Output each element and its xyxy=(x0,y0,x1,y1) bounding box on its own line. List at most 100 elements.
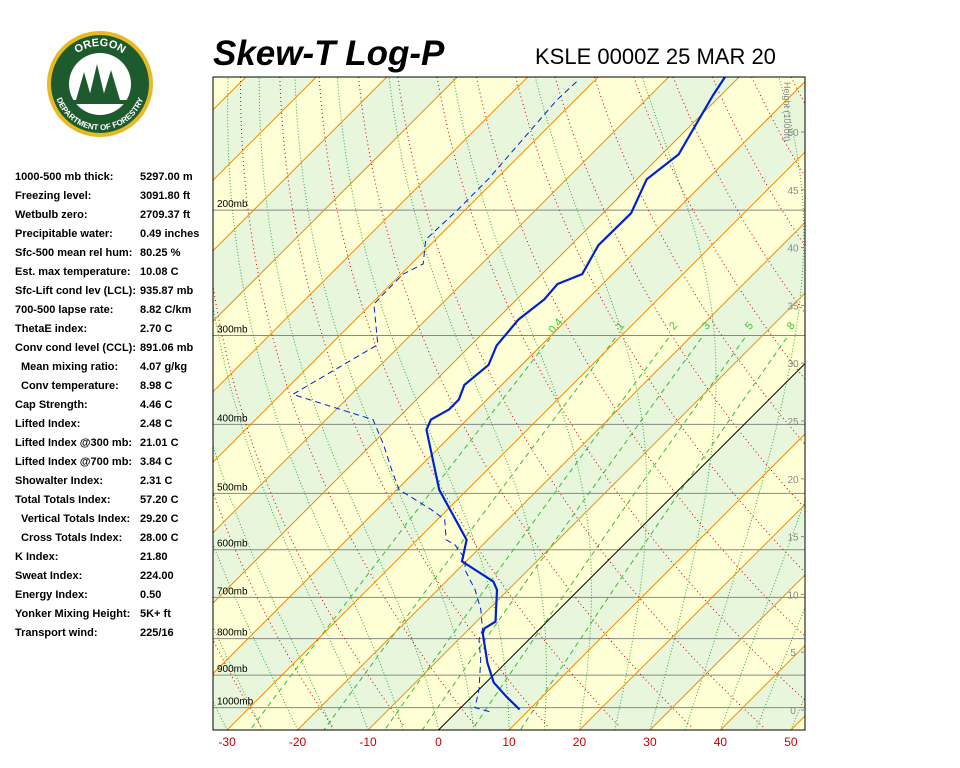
moist-adiabat xyxy=(388,77,547,730)
height-tick-label: 10 xyxy=(787,590,799,601)
dewpoint-line xyxy=(291,81,577,713)
stat-value: 225/16 xyxy=(140,627,174,639)
axes: 1000mb 900mb 800mb 700mb 600mb 500mb 400mb 300m… xyxy=(217,82,805,749)
stat-label: Lifted Index: xyxy=(15,418,80,430)
dry-adiabat xyxy=(279,77,549,728)
isotherm xyxy=(367,292,805,730)
mixing-ratio-line xyxy=(249,337,551,730)
mixing-ratio-line xyxy=(519,337,788,730)
stat-label: Yonker Mixing Height: xyxy=(15,608,130,620)
temperature-line xyxy=(425,77,726,711)
stat-label: Est. max temperature: xyxy=(15,266,131,278)
height-tick-label: 40 xyxy=(787,244,799,255)
x-tick-label: 30 xyxy=(643,735,657,749)
stat-label: Transport wind: xyxy=(15,627,98,639)
dry-adiabat xyxy=(397,77,764,728)
plot-frame xyxy=(212,76,806,731)
stat-value: 21.01 C xyxy=(140,437,179,449)
stat-label: Lifted Index @300 mb: xyxy=(15,437,132,449)
x-tick-label: 10 xyxy=(502,735,516,749)
x-tick-label: 50 xyxy=(784,735,798,749)
x-tick-label: 0 xyxy=(435,735,442,749)
subtitle: KSLE 0000Z 25 MAR 20 xyxy=(535,44,776,69)
moist-adiabat xyxy=(258,77,439,730)
pressure-label: 500mb xyxy=(217,482,248,493)
height-axis-label: Height (1000ft) xyxy=(782,82,792,142)
stat-value: 5297.00 m xyxy=(140,171,193,183)
stat-label: Vertical Totals Index: xyxy=(21,513,130,525)
dry-adiabat xyxy=(593,77,805,445)
height-tick-label: 5 xyxy=(790,648,796,659)
pressure-label: 600mb xyxy=(217,539,248,550)
pressure-label: 200mb xyxy=(217,199,248,210)
stat-value: 5K+ ft xyxy=(140,608,171,620)
moist-adiabat xyxy=(213,625,263,730)
logo-top: OREGON xyxy=(72,37,127,56)
isotherm xyxy=(508,433,805,730)
pressure-label: 1000mb xyxy=(217,697,254,708)
stat-label: Wetbulb zero: xyxy=(15,209,88,221)
stat-value: 29.20 C xyxy=(140,513,179,525)
stat-label: Conv cond level (CCL): xyxy=(15,342,136,354)
stat-value: 4.07 g/kg xyxy=(140,361,187,373)
stat-label: Precipitable water: xyxy=(15,228,113,240)
stat-value: 0.50 xyxy=(140,589,161,601)
isotherm xyxy=(649,574,805,730)
x-tick-label: -20 xyxy=(289,735,307,749)
pressure-label: 900mb xyxy=(217,664,248,675)
dry-adiabat xyxy=(476,77,805,637)
logo-ground xyxy=(72,100,128,104)
isotherm-band xyxy=(213,81,805,730)
dry-adiabat xyxy=(318,77,621,728)
stat-label: Energy Index: xyxy=(15,589,88,601)
logo-top-text: OREGON xyxy=(72,37,127,56)
stat-value: 935.87 mb xyxy=(140,285,193,297)
dry-adiabat xyxy=(213,283,405,728)
logo-trees xyxy=(76,64,120,102)
stat-value: 2.31 C xyxy=(140,475,172,487)
mixing-ratio-line xyxy=(323,337,616,730)
x-tick-label: 40 xyxy=(714,735,728,749)
dry-adiabat xyxy=(240,77,477,728)
height-tick-label: 15 xyxy=(787,533,799,544)
stat-value: 4.46 C xyxy=(140,399,172,411)
moist-adiabat xyxy=(684,77,805,730)
height-tick-label: 25 xyxy=(787,417,799,428)
isotherm xyxy=(438,362,805,730)
stat-value: 891.06 mb xyxy=(140,342,193,354)
x-tick-label: -30 xyxy=(218,735,236,749)
moist-adiabat xyxy=(227,77,404,730)
logo: OREGON DEPARTMENT OF FORESTRY xyxy=(47,31,153,137)
pressure-label: 400mb xyxy=(217,413,248,424)
stat-value: 57.20 C xyxy=(140,494,179,506)
isotherm xyxy=(213,77,599,463)
stat-value: 10.08 C xyxy=(140,266,179,278)
mixing-ratio-line xyxy=(471,337,746,730)
stat-value: 80.25 % xyxy=(140,247,181,259)
dry-adiabat xyxy=(436,77,805,701)
stat-label: Sweat Index: xyxy=(15,570,82,582)
stat-label: Cap Strength: xyxy=(15,399,88,411)
stat-label: Showalter Index: xyxy=(15,475,103,487)
stat-value: 2.70 C xyxy=(140,323,172,335)
height-tick-label: 35 xyxy=(787,301,799,312)
stat-label: ThetaE index: xyxy=(15,323,87,335)
isotherm xyxy=(213,77,388,252)
height-tick-label: 45 xyxy=(787,186,799,197)
stats: 1000-500 mb thick: 5297.00 m Freezing leve… xyxy=(15,171,199,639)
x-tick-label: 20 xyxy=(573,735,587,749)
stat-label: Sfc-500 mean rel hum: xyxy=(15,247,132,259)
pressure-label: 300mb xyxy=(217,324,248,335)
stat-value: 21.80 xyxy=(140,551,168,563)
isotherm-band xyxy=(213,77,805,674)
isotherm xyxy=(213,77,740,604)
isotherm xyxy=(213,80,805,675)
stat-label: 700-500 lapse rate: xyxy=(15,304,113,316)
moist-adiabat xyxy=(213,303,369,730)
stat-value: 2709.37 ft xyxy=(140,209,190,221)
stat-label: Sfc-Lift cond lev (LCL): xyxy=(15,285,136,297)
isotherm xyxy=(213,77,529,393)
stat-label: Conv temperature: xyxy=(21,380,119,392)
x-tick-label: -10 xyxy=(359,735,377,749)
